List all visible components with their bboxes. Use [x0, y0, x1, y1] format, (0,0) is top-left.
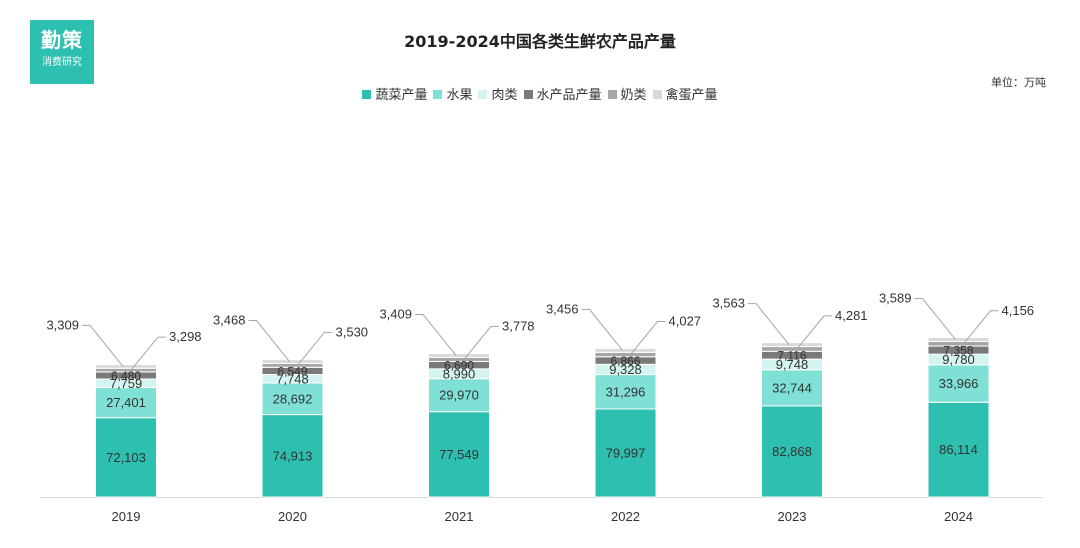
chart-legend: 蔬菜产量 水果 肉类 水产品产量 奶类 禽蛋产量 — [0, 84, 1080, 103]
legend-label: 蔬菜产量 — [375, 88, 428, 103]
bar-segment — [594, 374, 657, 410]
chart-title: 2019-2024中国各类生鲜农产品产量 — [404, 32, 676, 51]
legend-item: 水果 — [433, 84, 472, 103]
legend-item: 肉类 — [478, 84, 518, 103]
x-tick-label: 2020 — [278, 509, 307, 524]
x-tick-label: 2024 — [944, 509, 973, 524]
data-label: 3,409 — [379, 306, 412, 321]
callout-line — [630, 321, 666, 355]
x-tick-label: 2019 — [112, 509, 141, 524]
data-label: 8,990 — [443, 366, 476, 381]
legend-item: 禽蛋产量 — [652, 84, 718, 103]
legend-swatch — [433, 90, 443, 99]
bar-segment — [761, 369, 823, 407]
legend-swatch — [478, 90, 488, 99]
x-tick-label: 2022 — [611, 509, 640, 524]
legend-label: 奶类 — [620, 88, 647, 103]
legend-swatch — [652, 90, 662, 99]
legend-label: 肉类 — [491, 88, 518, 103]
unit-label: 单位：万吨 — [991, 76, 1046, 89]
data-label: 28,692 — [273, 391, 313, 406]
legend-item: 奶类 — [607, 84, 647, 103]
data-label: 6,866 — [610, 354, 640, 368]
data-label: 3,456 — [546, 301, 579, 316]
data-label: 4,027 — [669, 314, 702, 329]
data-label: 3,589 — [879, 291, 912, 306]
data-label: 77,549 — [439, 447, 479, 462]
callout-line — [963, 310, 999, 345]
callout-line — [796, 315, 832, 350]
data-label: 4,281 — [835, 308, 868, 323]
bar-segment — [261, 359, 324, 364]
callout-line — [82, 324, 124, 367]
data-label: 4,156 — [1002, 303, 1035, 318]
logo-subtitle: 消费研究 — [42, 57, 82, 68]
logo-title: 勤策 — [41, 28, 83, 52]
callout-line — [130, 336, 166, 371]
data-label: 3,309 — [46, 317, 79, 332]
legend-label: 水产品产量 — [536, 88, 602, 103]
data-label: 7,759 — [110, 376, 143, 391]
data-label: 3,778 — [502, 318, 535, 333]
data-label: 3,468 — [213, 313, 246, 328]
bar-segment — [927, 364, 990, 403]
brand-logo: 勤策 消费研究 — [30, 20, 94, 84]
data-label: 9,748 — [776, 357, 809, 372]
callout-line — [581, 308, 623, 351]
bar-segment — [428, 378, 490, 413]
bar-segment — [428, 411, 490, 498]
x-tick-label: 2021 — [445, 509, 474, 524]
callout-line — [297, 331, 333, 366]
data-label: 31,296 — [606, 384, 646, 399]
data-label: 29,970 — [439, 388, 479, 403]
legend-label: 禽蛋产量 — [665, 88, 718, 103]
data-label: 6,480 — [111, 369, 141, 383]
legend-swatch — [607, 90, 617, 99]
legend-item: 蔬菜产量 — [362, 84, 427, 103]
data-label: 3,298 — [169, 329, 202, 344]
legend-label: 水果 — [446, 88, 473, 103]
bar-segment — [594, 348, 657, 353]
bar-segment — [428, 353, 490, 358]
data-label: 6,549 — [277, 364, 307, 378]
callout-line — [748, 303, 790, 345]
legend-swatch — [362, 90, 372, 99]
bar-segment — [95, 417, 157, 498]
data-label: 82,868 — [772, 444, 812, 459]
data-label: 33,966 — [939, 376, 979, 391]
bar-segment — [95, 387, 157, 419]
data-label: 72,103 — [106, 450, 146, 465]
legend-item: 水产品产量 — [523, 84, 602, 103]
data-label: 32,744 — [772, 380, 812, 395]
callout-line — [248, 320, 290, 362]
data-label: 3,530 — [336, 324, 369, 339]
legend-swatch — [523, 90, 533, 99]
x-tick-label: 2023 — [778, 509, 807, 524]
data-label: 3,563 — [712, 296, 745, 311]
data-label: 27,401 — [106, 395, 146, 410]
bar-segment — [594, 408, 657, 498]
bar-segment — [261, 382, 324, 416]
data-label: 74,913 — [273, 448, 313, 463]
data-label: 9,780 — [942, 352, 975, 367]
data-label: 79,997 — [606, 446, 646, 461]
data-label: 6,690 — [444, 359, 474, 373]
data-label: 7,358 — [943, 344, 973, 358]
callout-line — [415, 313, 457, 356]
bar-segment — [261, 414, 324, 498]
callout-line — [914, 298, 956, 340]
callout-line — [463, 325, 499, 360]
bar-segment — [95, 364, 157, 369]
bar-segment — [927, 401, 990, 498]
data-label: 7,116 — [777, 349, 806, 363]
data-label: 7,748 — [276, 371, 309, 386]
bar-segment — [927, 337, 990, 342]
data-label: 86,114 — [939, 442, 978, 457]
bar-segment — [761, 342, 823, 348]
data-label: 9,328 — [609, 362, 642, 377]
